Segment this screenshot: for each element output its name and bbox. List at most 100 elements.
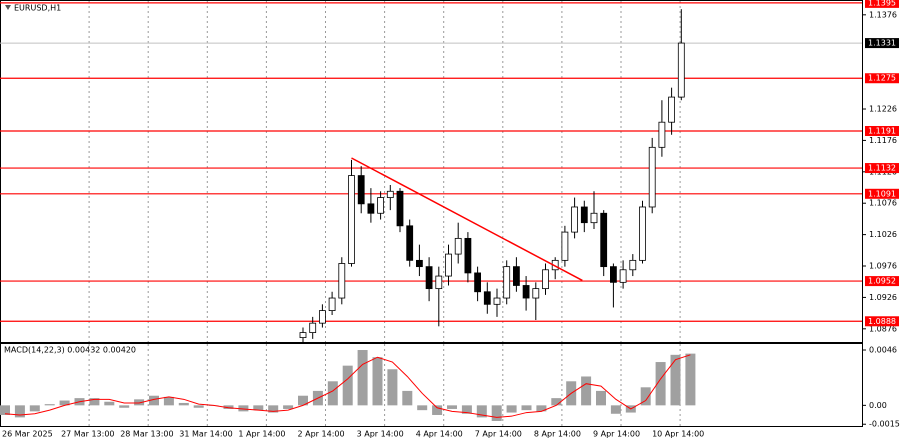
macd-bar [283, 405, 294, 409]
macd-bar [640, 387, 651, 406]
macd-bar [14, 405, 25, 418]
candle-body [406, 225, 414, 261]
candle-body [571, 206, 578, 233]
candle-body [318, 310, 326, 324]
x-tick-label: 31 Mar 14:00 [179, 430, 232, 439]
macd-bar [342, 365, 353, 406]
y-tick-label: 1.1226 [869, 105, 897, 114]
level-label-box [865, 73, 899, 84]
x-tick-label: 8 Apr 14:00 [534, 430, 581, 439]
macd-title: MACD(14,22,3) 0.00432 0.00420 [4, 346, 136, 355]
candle-body [435, 275, 443, 290]
macd-bar [59, 400, 70, 406]
y-tick-label: 1.1026 [869, 230, 897, 239]
x-tick-label: 7 Apr 14:00 [475, 430, 522, 439]
chart-title: EURUSD,H1 [14, 4, 61, 13]
macd-bar [476, 405, 487, 418]
macd-bar [223, 405, 234, 409]
candle-body [454, 237, 462, 255]
macd-bar [551, 398, 562, 406]
candle-body [648, 146, 656, 208]
symbol-icon [5, 5, 11, 10]
candle-body [522, 285, 530, 299]
macd-bar [178, 402, 189, 406]
x-tick-label: 10 Apr 14:00 [652, 430, 704, 439]
candle-body [425, 266, 433, 290]
candle-body [338, 263, 346, 299]
candle-body [677, 42, 685, 98]
level-label-box [865, 316, 899, 327]
candle-body [513, 266, 520, 286]
candle-body [493, 297, 501, 305]
macd-signal [4, 354, 691, 418]
y-tick-label: 1.1376 [869, 10, 897, 19]
level-label: 1.1191 [868, 126, 896, 135]
level-label-box [865, 163, 899, 174]
x-tick-label: 1 Apr 14:00 [238, 430, 285, 439]
level-label: 1.0952 [868, 277, 896, 286]
macd-bar [461, 405, 472, 414]
candle-body [299, 332, 307, 339]
macd-bar [298, 395, 308, 406]
macd-bar [163, 396, 174, 406]
macd-bar [149, 395, 159, 406]
y-tick-label: 1.1076 [869, 199, 897, 208]
x-tick-label: 28 Mar 13:00 [120, 430, 173, 439]
x-tick-label: 27 Mar 13:00 [61, 430, 114, 439]
candle-body [532, 288, 540, 299]
candle-body [629, 259, 637, 271]
macd-bar [119, 405, 130, 408]
candle-body [590, 212, 598, 224]
candle-body [542, 269, 549, 290]
candle-body [483, 291, 491, 305]
candle-body [348, 175, 355, 264]
candle-body [561, 231, 569, 261]
current-price-label: 1.1331 [868, 39, 896, 48]
macd-bar [104, 401, 115, 406]
candle-body [464, 237, 472, 274]
level-label: 1.0888 [868, 317, 896, 326]
macd-bar [357, 350, 368, 406]
candle-body [503, 266, 511, 299]
candle-body [309, 322, 317, 333]
level-label-box [865, 125, 899, 136]
y-tick-label: 1.0926 [869, 293, 897, 302]
candle-body [610, 266, 617, 283]
macd-bar [268, 405, 279, 413]
macd-bar [581, 376, 592, 406]
candle-body [474, 272, 482, 293]
x-tick-label: 9 Apr 14:00 [593, 430, 640, 439]
candle-body [386, 190, 394, 198]
level-label-box [865, 188, 899, 199]
macd-bar [521, 405, 532, 411]
candle-body [639, 206, 646, 261]
macd-bar [372, 357, 383, 406]
macd-bar [417, 405, 428, 411]
y-tick-label: 1.1176 [869, 136, 897, 145]
macd-bar [447, 405, 457, 409]
macd-y-tick-label: 0.00 [869, 401, 887, 410]
macd-bar [506, 405, 517, 413]
macd-bar [253, 405, 264, 411]
y-tick-label: 1.0876 [869, 324, 897, 333]
macd-y-tick-label: -0.00157 [869, 420, 900, 429]
macd-y-tick-label: 0.0046 [869, 346, 897, 355]
candle-body [580, 206, 588, 224]
macd-bar [134, 399, 145, 406]
price-pane [0, 0, 863, 343]
macd-bar [596, 390, 606, 406]
macd-pane [0, 343, 863, 427]
candle-body [328, 297, 336, 312]
x-tick-label: 2 Apr 14:00 [298, 430, 345, 439]
x-tick-label: 3 Apr 14:00 [357, 430, 404, 439]
macd-bar [327, 381, 338, 406]
candle-body [619, 269, 627, 283]
candle-body [658, 121, 666, 148]
macd-bar [685, 353, 696, 406]
candle-body [377, 197, 385, 214]
level-label: 1.1275 [868, 74, 896, 83]
macd-bar [387, 369, 398, 406]
level-label-box [865, 276, 899, 287]
macd-bar [238, 405, 249, 412]
